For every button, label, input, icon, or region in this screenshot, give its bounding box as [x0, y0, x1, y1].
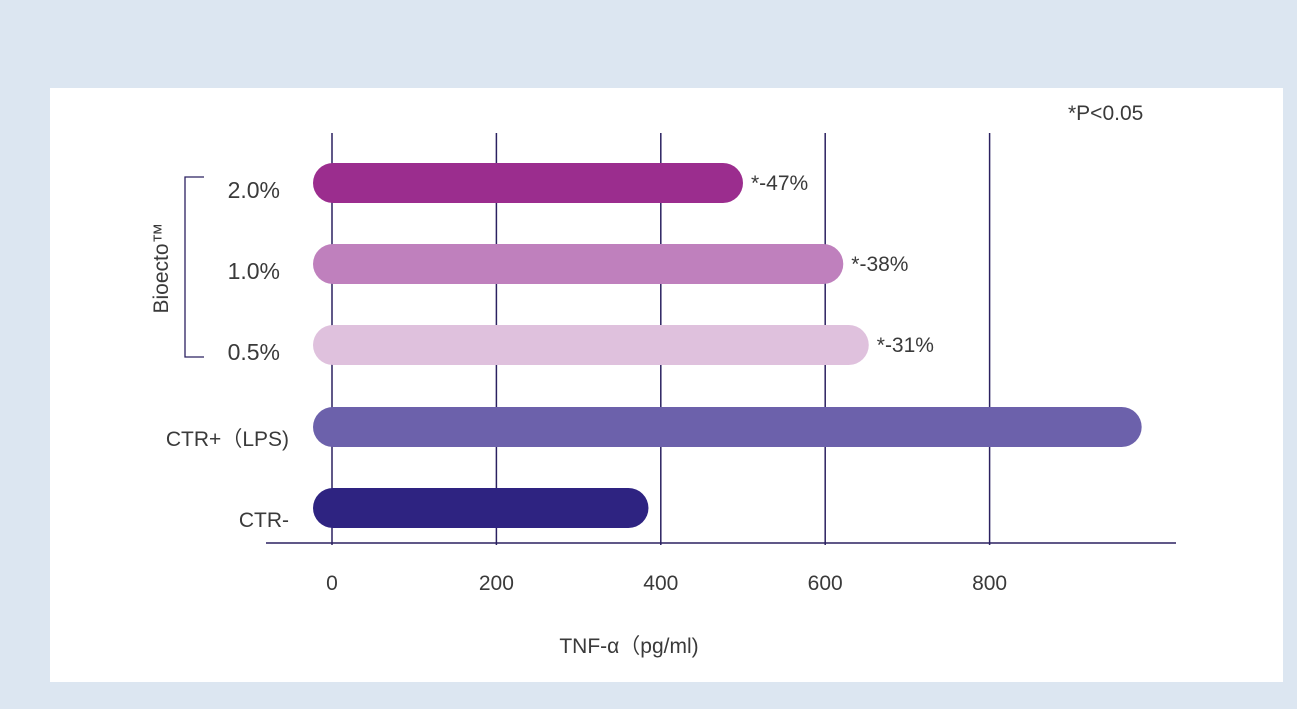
group-bracket	[184, 176, 204, 358]
x-tick-label: 200	[479, 572, 514, 595]
x-tick-label: 600	[808, 572, 843, 595]
category-label: CTR-	[239, 509, 289, 532]
category-label: CTR+（LPS)	[166, 428, 289, 451]
bar-4	[313, 488, 649, 528]
bar-2	[313, 325, 869, 365]
data-label: *-31%	[877, 334, 934, 357]
category-label: 2.0%	[228, 177, 280, 203]
bar-1	[313, 244, 844, 284]
x-tick-label: 800	[972, 572, 1007, 595]
data-label: *-47%	[751, 172, 808, 195]
significance-note: *P<0.05	[1068, 102, 1143, 125]
bar-0	[313, 163, 743, 203]
x-tick-label: 400	[643, 572, 678, 595]
data-label: *-38%	[851, 253, 908, 276]
category-label: 1.0%	[228, 258, 280, 284]
chart-panel: 0 200 400 600 800 2.0% *-47% 1.0% *-38% 0.5% *-31%…	[50, 88, 1283, 682]
tnf-alpha-bar-chart: 0 200 400 600 800 2.0% *-47% 1.0% *-38% 0.5% *-31%…	[150, 102, 1176, 658]
x-axis-label: TNF-α（pg/ml)	[559, 635, 698, 658]
bar-3	[313, 407, 1142, 447]
x-tick-label: 0	[326, 572, 338, 595]
category-label: 0.5%	[228, 339, 280, 365]
group-label-bioecto: Bioecto™	[150, 222, 173, 313]
